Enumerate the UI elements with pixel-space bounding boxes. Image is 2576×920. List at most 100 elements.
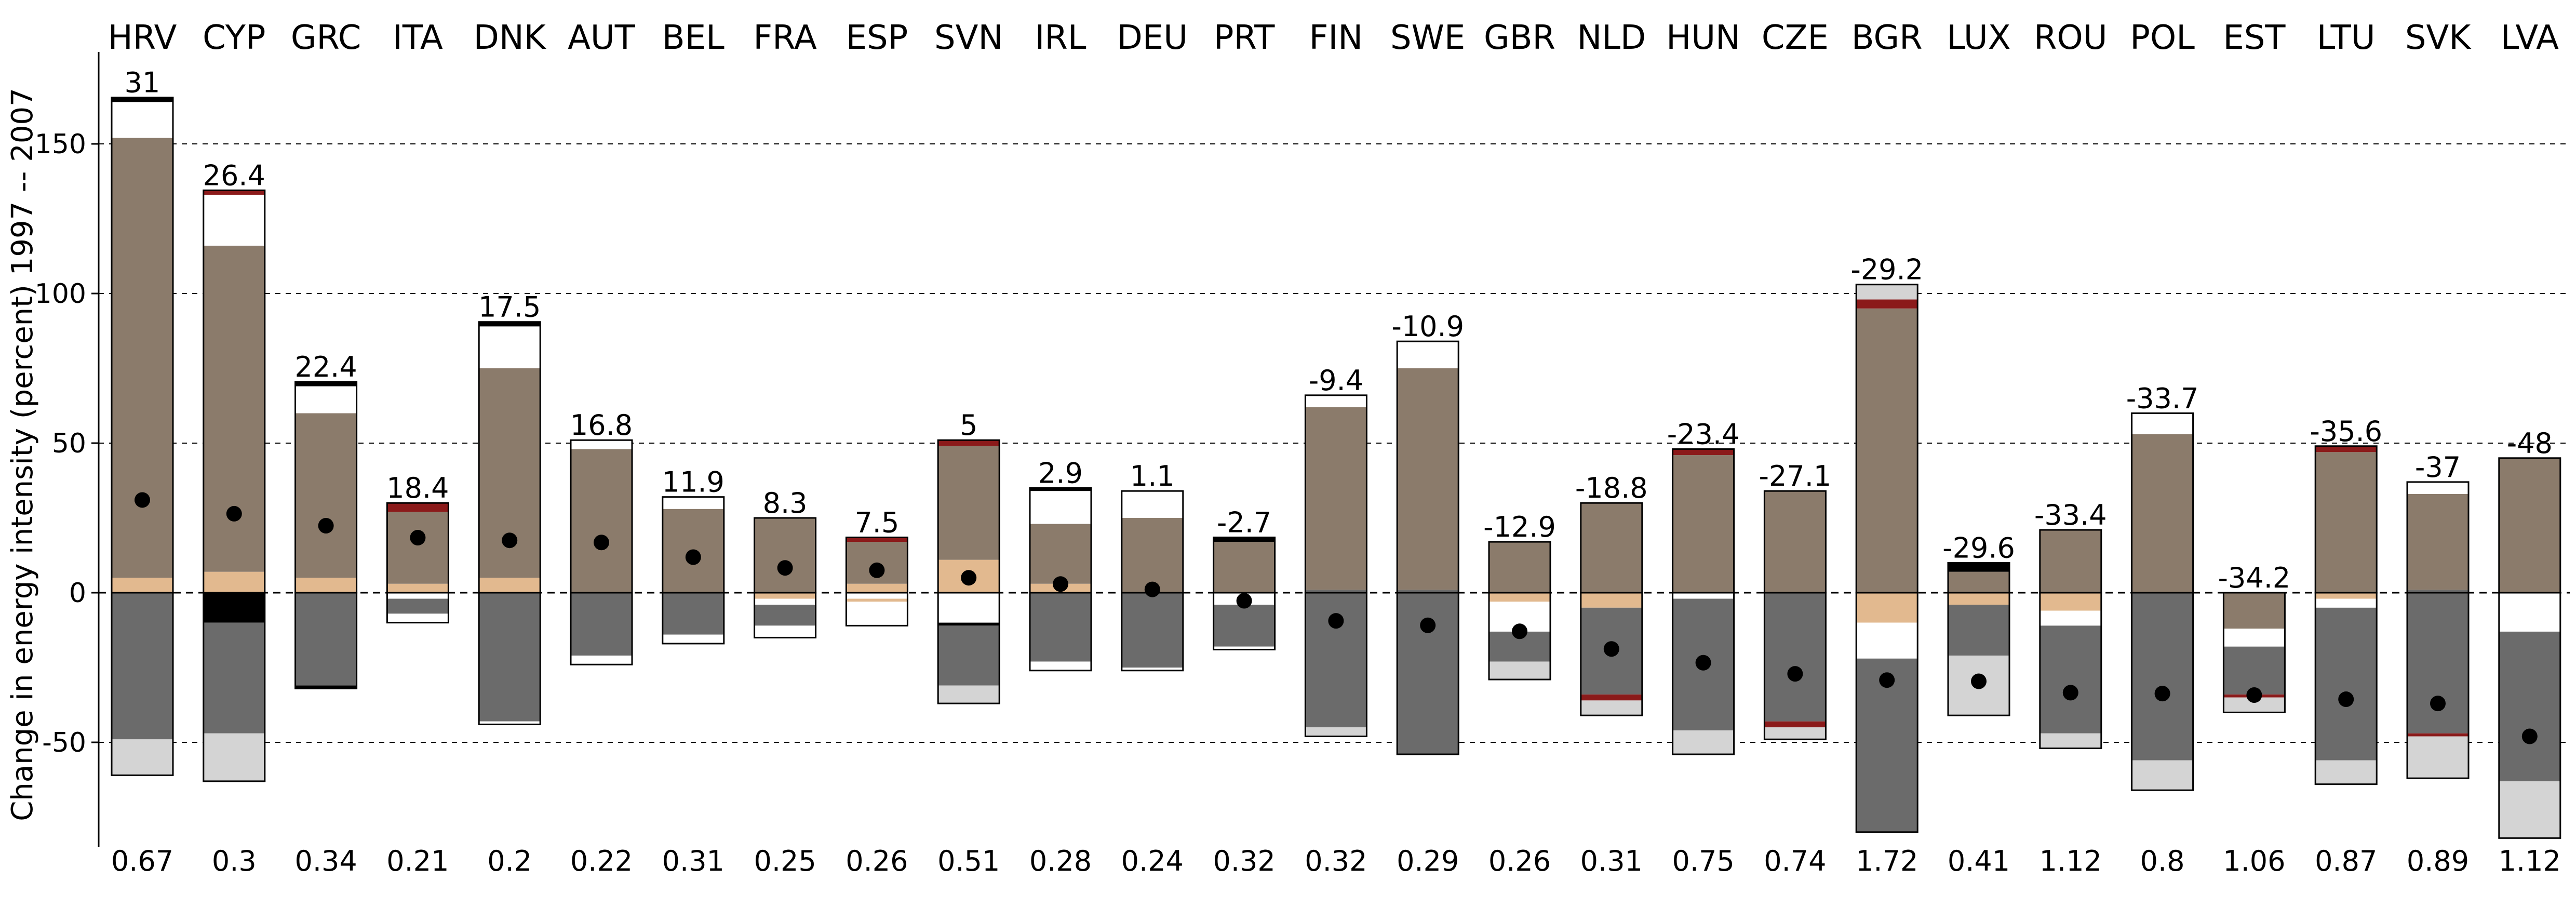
y-tick-label: 100 [35, 278, 86, 310]
bar-segment-lva-pos-0 [2499, 458, 2560, 593]
bar-segment-ita-neg-2 [387, 614, 449, 623]
intensity-label-dnk: 0.2 [487, 845, 532, 877]
total-label-lux: -29.6 [1942, 531, 2015, 564]
bar-segment-swe-pos-0 [1397, 590, 1459, 593]
intensity-label-esp: 0.26 [846, 845, 908, 877]
bar-segment-fra-neg-1 [754, 598, 816, 605]
bar-outline-fra-neg [754, 592, 817, 638]
bars-layer [111, 97, 2561, 839]
bar-outline-svk-neg [2406, 592, 2470, 779]
bar-segment-grc-pos-1 [295, 413, 357, 578]
bar-segment-lux-pos-0 [1948, 571, 2009, 593]
country-label-gbr: GBR [1484, 19, 1555, 57]
bar-segment-cyp-pos-3 [203, 190, 265, 195]
bar-segment-svk-neg-1 [2407, 733, 2468, 737]
bar-segment-ita-neg-0 [387, 593, 449, 599]
bar-segment-nld-neg-3 [1580, 700, 1642, 716]
intensity-label-hrv: 0.67 [111, 845, 173, 877]
bar-segment-svn-neg-3 [938, 685, 1000, 704]
bar-segment-fra-neg-0 [754, 593, 816, 599]
bar-segment-svn-neg-2 [938, 625, 1000, 686]
total-marker-rou [2062, 685, 2078, 701]
bar-segment-esp-pos-2 [846, 537, 908, 542]
country-label-nld: NLD [1577, 19, 1646, 57]
intensity-label-svk: 0.89 [2407, 845, 2469, 877]
bar-segment-cze-neg-2 [1764, 727, 1826, 740]
bar-segment-swe-pos-2 [1397, 341, 1459, 368]
bar-segment-hun-pos-1 [1672, 449, 1734, 456]
total-marker-lux [1971, 673, 1987, 689]
bar-segment-fin-neg-1 [1305, 727, 1367, 737]
country-label-hrv: HRV [108, 19, 177, 57]
total-marker-est [2246, 687, 2262, 703]
total-marker-pol [2154, 686, 2170, 702]
total-label-bgr: -29.2 [1850, 254, 1923, 286]
bar-segment-dnk-pos-0 [479, 578, 541, 593]
bar-segment-rou-neg-3 [2040, 733, 2101, 749]
bar-segment-gbr-neg-3 [1489, 661, 1550, 680]
total-marker-grc [318, 517, 334, 534]
bar-segment-bgr-pos-1 [1856, 299, 1918, 309]
total-marker-ltu [2338, 691, 2354, 708]
bar-segment-cyp-neg-0 [203, 593, 265, 623]
bar-segment-grc-pos-2 [295, 386, 357, 414]
bar-segment-cyp-neg-2 [203, 733, 265, 781]
bar-segment-dnk-pos-2 [479, 326, 541, 368]
bar-outline-lux-neg [1947, 592, 2010, 716]
bar-segment-est-neg-0 [2223, 593, 2285, 629]
bar-segment-fin-pos-0 [1305, 590, 1367, 593]
bar-segment-pol-neg-0 [2131, 593, 2193, 761]
intensity-label-lux: 0.41 [1948, 845, 2010, 877]
total-marker-ita [410, 530, 426, 546]
bar-segment-gbr-pos-0 [1489, 542, 1550, 593]
bar-segment-gbr-neg-0 [1489, 593, 1550, 602]
total-label-bel: 11.9 [662, 466, 725, 499]
intensity-label-lva: 1.12 [2499, 845, 2561, 877]
total-label-aut: 16.8 [570, 409, 633, 442]
bar-segment-pol-pos-1 [2131, 413, 2193, 434]
bar-segment-cyp-pos-2 [203, 194, 265, 246]
total-label-prt: -2.7 [1217, 506, 1271, 539]
country-label-aut: AUT [568, 19, 636, 57]
country-label-lva: LVA [2501, 19, 2559, 57]
intensity-label-bel: 0.31 [662, 845, 725, 877]
total-label-gbr: -12.9 [1483, 511, 1556, 543]
bar-segment-esp-neg-3 [846, 619, 908, 626]
total-marker-lva [2521, 728, 2538, 744]
bar-outline-rou-neg [2039, 592, 2102, 750]
bar-segment-cze-pos-0 [1764, 491, 1826, 593]
y-axis: -50 0 50 100 150 [35, 52, 100, 847]
bar-segment-svn-neg-1 [938, 622, 1000, 626]
country-label-fra: FRA [753, 19, 817, 57]
y-tick-label: 50 [52, 428, 86, 459]
intensity-label-fin: 0.32 [1305, 845, 1367, 877]
bar-segment-prt-neg-2 [1213, 646, 1275, 650]
bar-segment-rou-neg-0 [2040, 593, 2101, 611]
bar-segment-cyp-neg-1 [203, 622, 265, 734]
bar-outline-cze-neg [1763, 592, 1827, 740]
country-label-bgr: BGR [1852, 19, 1923, 57]
bar-outline-esp-neg [845, 592, 908, 626]
total-marker-gbr [1512, 623, 1527, 639]
total-label-dnk: 17.5 [478, 291, 541, 324]
bar-segment-pol-neg-1 [2131, 760, 2193, 791]
country-label-bel: BEL [662, 19, 725, 57]
bar-segment-hun-neg-0 [1672, 593, 1734, 599]
bar-segment-dnk-neg-0 [479, 593, 541, 722]
intensity-label-bgr: 1.72 [1856, 845, 1918, 877]
bar-segment-cze-neg-1 [1764, 721, 1826, 728]
bar-segment-bgr-neg-0 [1856, 593, 1918, 623]
bar-segment-bgr-neg-1 [1856, 622, 1918, 659]
bar-outline-ltu-neg [2314, 592, 2378, 785]
bar-segment-dnk-pos-3 [479, 322, 541, 327]
bar-segment-fin-neg-0 [1305, 593, 1367, 728]
bar-segment-svn-pos-1 [938, 446, 1000, 560]
bar-segment-nld-neg-2 [1580, 694, 1642, 701]
bar-segment-ltu-neg-2 [2315, 607, 2377, 761]
bar-segment-grc-neg-0 [295, 593, 357, 686]
bar-segment-bgr-pos-0 [1856, 308, 1918, 593]
bar-segment-hun-neg-2 [1672, 730, 1734, 755]
bar-outline-aut-neg [570, 592, 633, 665]
total-marker-nld [1603, 641, 1619, 657]
total-marker-bgr [1879, 672, 1895, 688]
